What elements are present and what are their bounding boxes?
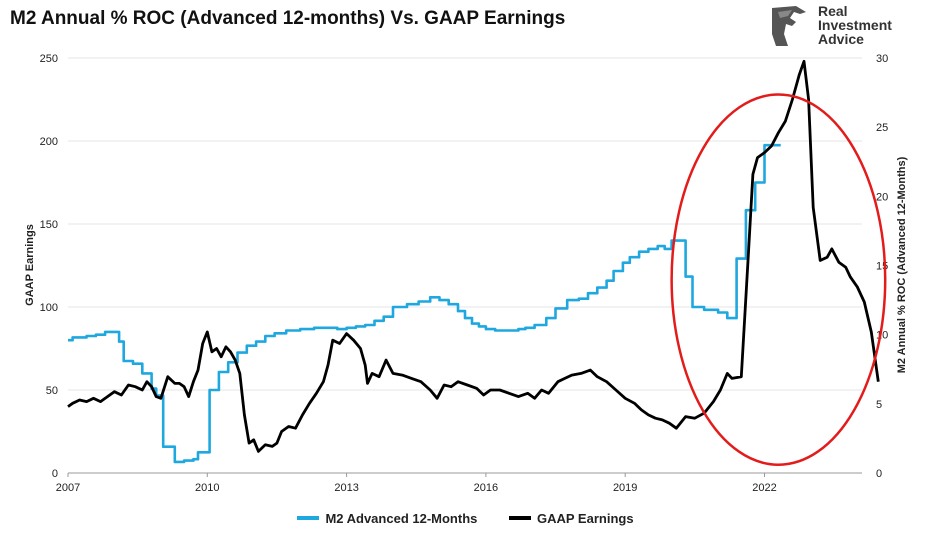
legend-swatch-m2: [297, 516, 320, 520]
y-tick-right-label: 20: [876, 191, 888, 203]
eagle-icon: [772, 6, 806, 46]
y-tick-right-label: 15: [876, 261, 888, 273]
brand-logo: Real Investment Advice: [766, 4, 926, 48]
x-tick-label: 2016: [474, 482, 498, 494]
legend-swatch-gaap: [509, 516, 531, 520]
y-tick-right-label: 5: [876, 399, 882, 411]
logo-line-3: Advice: [818, 31, 864, 47]
legend-label-m2: M2 Advanced 12-Months: [325, 510, 478, 526]
logo-line-2: Investment: [818, 17, 892, 33]
series-line-gaap: [67, 59, 880, 453]
chart-title: M2 Annual % ROC (Advanced 12-months) Vs.…: [10, 8, 566, 29]
highlight-ellipse: [670, 93, 887, 466]
y-tick-left-label: 50: [46, 385, 58, 397]
y-tick-right-label: 30: [876, 53, 888, 65]
legend-item-m2: M2 Advanced 12-Months: [297, 511, 477, 526]
x-tick-label: 2013: [334, 482, 358, 494]
x-tick-label: 2019: [613, 482, 637, 494]
y-tick-left-label: 0: [52, 468, 58, 480]
legend-item-gaap: GAAP Earnings: [509, 511, 634, 526]
y-axis-left-title: GAAP Earnings: [24, 224, 36, 306]
y-axis-right-title: M2 Annual % ROC (Advanced 12-Months): [896, 156, 908, 373]
y-tick-right-label: 25: [876, 122, 888, 134]
y-tick-left-label: 150: [40, 219, 58, 231]
x-tick-label: 2010: [195, 482, 219, 494]
chart-legend: M2 Advanced 12-Months GAAP Earnings: [0, 508, 931, 526]
x-tick-label: 2022: [752, 482, 776, 494]
y-tick-left-label: 100: [40, 302, 58, 314]
logo-text: Real Investment Advice: [818, 4, 892, 46]
y-tick-left-label: 250: [40, 53, 58, 65]
logo-line-1: Real: [818, 3, 848, 19]
legend-label-gaap: GAAP Earnings: [537, 510, 634, 526]
series-line-m2: [68, 143, 781, 464]
y-tick-right-label: 0: [876, 468, 882, 480]
y-tick-left-label: 200: [40, 136, 58, 148]
x-tick-label: 2007: [56, 482, 80, 494]
